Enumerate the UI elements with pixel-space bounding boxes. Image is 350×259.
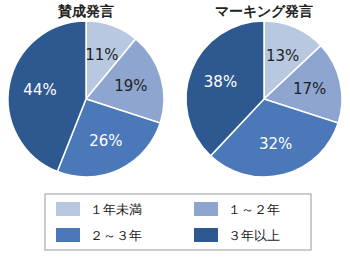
data-label: 32% xyxy=(259,135,292,153)
data-label: 19% xyxy=(114,77,147,95)
legend-swatch xyxy=(56,202,80,216)
data-labels: 11% 19% 26% 44% xyxy=(23,46,147,150)
data-label: 17% xyxy=(293,80,326,98)
legend-label: １～２年 xyxy=(228,202,280,217)
legend-frame xyxy=(45,194,311,250)
data-label: 38% xyxy=(204,73,237,91)
pie-slice: ３年以上 xyxy=(8,21,86,172)
legend-label: ３年以上 xyxy=(228,228,280,243)
legend-swatch xyxy=(56,228,80,242)
legend-label: １年未満 xyxy=(90,202,142,217)
chart-title: マーキング発言 xyxy=(215,3,313,19)
pie: １年未満１～２年２～３年３年以上 xyxy=(8,21,164,177)
data-label: 26% xyxy=(89,132,122,150)
data-label: 11% xyxy=(85,46,118,64)
pie-slice: ３年以上 xyxy=(186,21,264,156)
chart-svg: 賛成発言１年未満１～２年２～３年３年以上11%19%26%44%マーキング発言１… xyxy=(0,0,350,259)
data-labels: 13% 17% 32% 38% xyxy=(204,47,327,153)
legend: １年未満 １～２年 ２～３年 ３年以上 xyxy=(45,194,311,250)
legend-label: ２～３年 xyxy=(90,228,142,243)
pie: １年未満１～２年２～３年３年以上 xyxy=(186,21,342,177)
chart-title: 賛成発言 xyxy=(57,3,114,19)
data-label: 44% xyxy=(23,81,56,99)
legend-swatch xyxy=(194,228,218,242)
chart-root: 賛成発言１年未満１～２年２～３年３年以上11%19%26%44%マーキング発言１… xyxy=(0,0,350,259)
data-label: 13% xyxy=(266,47,299,65)
legend-swatch xyxy=(194,202,218,216)
